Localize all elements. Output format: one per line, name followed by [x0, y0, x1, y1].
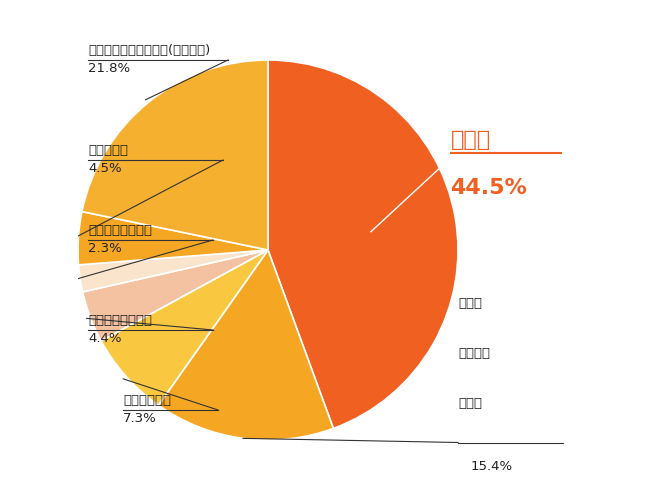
Text: 小学校入学前: 小学校入学前 — [123, 394, 171, 407]
Text: 特に準備はしていない(必要ない): 特に準備はしていない(必要ない) — [88, 44, 211, 58]
Text: 中学生以降: 中学生以降 — [88, 144, 128, 158]
Text: 小学校１～３年生: 小学校１～３年生 — [88, 314, 152, 328]
Text: 4.5%: 4.5% — [88, 162, 121, 175]
Wedge shape — [268, 60, 458, 428]
Text: 4.4%: 4.4% — [88, 332, 121, 345]
Text: 入園前: 入園前 — [458, 397, 482, 410]
Text: 誕生時: 誕生時 — [451, 130, 491, 150]
Text: 幼稚園: 幼稚園 — [458, 297, 482, 310]
Wedge shape — [159, 250, 333, 440]
Wedge shape — [101, 250, 268, 405]
Wedge shape — [83, 250, 268, 341]
Wedge shape — [79, 250, 268, 292]
Text: 小学校４～６年生: 小学校４～６年生 — [88, 224, 152, 237]
Text: ・保育園: ・保育園 — [458, 347, 490, 360]
Text: 44.5%: 44.5% — [451, 178, 527, 198]
Text: 15.4%: 15.4% — [471, 460, 513, 473]
Text: 21.8%: 21.8% — [88, 62, 130, 76]
Text: 2.3%: 2.3% — [88, 242, 122, 256]
Text: 7.3%: 7.3% — [123, 412, 157, 426]
Wedge shape — [82, 60, 268, 250]
Wedge shape — [78, 212, 268, 265]
